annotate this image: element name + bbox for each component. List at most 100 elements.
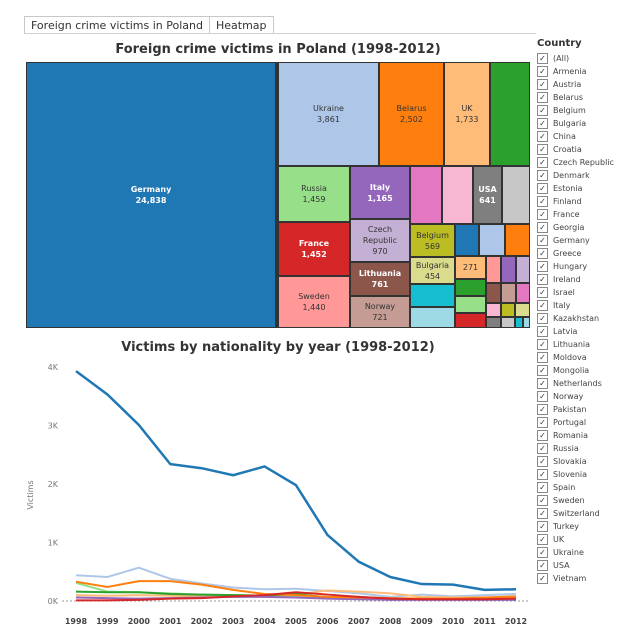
filter-item[interactable]: ✓ Switzerland [537,507,626,520]
filter-item[interactable]: ✓ Croatia [537,143,626,156]
treemap-cell[interactable] [442,166,473,224]
checkbox-checked-icon[interactable]: ✓ [537,482,548,493]
checkbox-checked-icon[interactable]: ✓ [537,326,548,337]
checkbox-checked-icon[interactable]: ✓ [537,196,548,207]
checkbox-checked-icon[interactable]: ✓ [537,248,548,259]
treemap-cell[interactable] [515,317,523,328]
checkbox-checked-icon[interactable]: ✓ [537,469,548,480]
filter-item[interactable]: ✓ Estonia [537,182,626,195]
filter-item[interactable]: ✓ Belarus [537,91,626,104]
checkbox-checked-icon[interactable]: ✓ [537,404,548,415]
treemap-cell[interactable] [490,62,530,166]
checkbox-checked-icon[interactable]: ✓ [537,261,548,272]
treemap-cell-lithuania[interactable]: Lithuania 761 [350,262,410,296]
treemap-cell[interactable] [501,283,516,303]
filter-item[interactable]: ✓ Finland [537,195,626,208]
checkbox-checked-icon[interactable]: ✓ [537,92,548,103]
checkbox-checked-icon[interactable]: ✓ [537,560,548,571]
checkbox-checked-icon[interactable]: ✓ [537,235,548,246]
treemap-cell-271[interactable]: 271 [455,256,486,279]
filter-item[interactable]: ✓ Portugal [537,416,626,429]
filter-item[interactable]: ✓ Netherlands [537,377,626,390]
filter-item[interactable]: ✓ Armenia [537,65,626,78]
filter-item[interactable]: ✓ Kazakhstan [537,312,626,325]
filter-item[interactable]: ✓ Vietnam [537,572,626,585]
filter-item[interactable]: ✓ Romania [537,429,626,442]
treemap-cell[interactable] [455,224,479,256]
filter-item[interactable]: ✓ Slovenia [537,468,626,481]
checkbox-checked-icon[interactable]: ✓ [537,443,548,454]
filter-item[interactable]: ✓ Ireland [537,273,626,286]
checkbox-checked-icon[interactable]: ✓ [537,131,548,142]
filter-item[interactable]: ✓ Spain [537,481,626,494]
treemap-cell-ukraine[interactable]: Ukraine 3,861 [278,62,379,166]
checkbox-checked-icon[interactable]: ✓ [537,521,548,532]
treemap-cell-germany[interactable]: Germany 24,838 [26,62,276,328]
treemap-cell[interactable] [516,283,530,303]
filter-item[interactable]: ✓ Czech Republic [537,156,626,169]
treemap-cell-france[interactable]: France 1,452 [278,222,350,276]
treemap-cell[interactable] [501,256,516,283]
filter-item[interactable]: ✓ Russia [537,442,626,455]
treemap-cell[interactable] [486,256,501,283]
checkbox-checked-icon[interactable]: ✓ [537,495,548,506]
checkbox-checked-icon[interactable]: ✓ [537,573,548,584]
checkbox-checked-icon[interactable]: ✓ [537,313,548,324]
checkbox-checked-icon[interactable]: ✓ [537,157,548,168]
treemap-cell[interactable] [486,317,501,328]
filter-item[interactable]: ✓ Norway [537,390,626,403]
filter-item[interactable]: ✓ Austria [537,78,626,91]
treemap-cell-italy[interactable]: Italy 1,165 [350,166,410,219]
filter-item[interactable]: ✓ Denmark [537,169,626,182]
checkbox-checked-icon[interactable]: ✓ [537,352,548,363]
filter-item[interactable]: ✓ Belgium [537,104,626,117]
filter-item[interactable]: ✓ Latvia [537,325,626,338]
filter-item[interactable]: ✓ Israel [537,286,626,299]
checkbox-checked-icon[interactable]: ✓ [537,339,548,350]
treemap-cell[interactable] [501,303,515,317]
checkbox-checked-icon[interactable]: ✓ [537,430,548,441]
filter-item[interactable]: ✓ Ukraine [537,546,626,559]
checkbox-checked-icon[interactable]: ✓ [537,183,548,194]
checkbox-checked-icon[interactable]: ✓ [537,287,548,298]
treemap-cell[interactable] [455,313,486,328]
checkbox-checked-icon[interactable]: ✓ [537,79,548,90]
treemap-cell-norway[interactable]: Norway 721 [350,296,410,328]
filter-item[interactable]: ✓ UK [537,533,626,546]
checkbox-checked-icon[interactable]: ✓ [537,378,548,389]
treemap-cell[interactable] [479,224,505,256]
treemap-cell[interactable] [501,317,515,328]
filter-item[interactable]: ✓ Georgia [537,221,626,234]
treemap-cell-uk[interactable]: UK 1,733 [444,62,490,166]
filter-item[interactable]: ✓ Bulgaria [537,117,626,130]
filter-item[interactable]: ✓ USA [537,559,626,572]
treemap-cell[interactable] [410,284,455,307]
filter-item[interactable]: ✓ Slovakia [537,455,626,468]
treemap-cell[interactable] [486,303,501,317]
filter-item[interactable]: ✓ China [537,130,626,143]
treemap-cell[interactable] [515,303,530,317]
filter-item[interactable]: ✓ Sweden [537,494,626,507]
treemap-cell[interactable] [523,317,530,328]
checkbox-checked-icon[interactable]: ✓ [537,222,548,233]
treemap-cell[interactable] [410,307,455,328]
treemap-cell[interactable] [455,279,486,296]
treemap-cell-russia[interactable]: Russia 1,459 [278,166,350,222]
checkbox-checked-icon[interactable]: ✓ [537,456,548,467]
treemap-cell[interactable] [410,166,442,224]
checkbox-checked-icon[interactable]: ✓ [537,209,548,220]
checkbox-checked-icon[interactable]: ✓ [537,274,548,285]
treemap-cell-belarus[interactable]: Belarus 2,502 [379,62,444,166]
filter-item[interactable]: ✓ Mongolia [537,364,626,377]
treemap-cell-sweden[interactable]: Sweden 1,440 [278,276,350,328]
treemap-cell-czech-republic[interactable]: Czech Republic 970 [350,219,410,262]
treemap-cell-bulgaria[interactable]: Bulgaria 454 [410,257,455,284]
treemap-cell[interactable] [516,256,530,283]
treemap-cell-usa[interactable]: USA 641 [473,166,502,224]
checkbox-checked-icon[interactable]: ✓ [537,144,548,155]
checkbox-checked-icon[interactable]: ✓ [537,391,548,402]
checkbox-checked-icon[interactable]: ✓ [537,534,548,545]
checkbox-checked-icon[interactable]: ✓ [537,300,548,311]
checkbox-checked-icon[interactable]: ✓ [537,365,548,376]
filter-item[interactable]: ✓ Greece [537,247,626,260]
